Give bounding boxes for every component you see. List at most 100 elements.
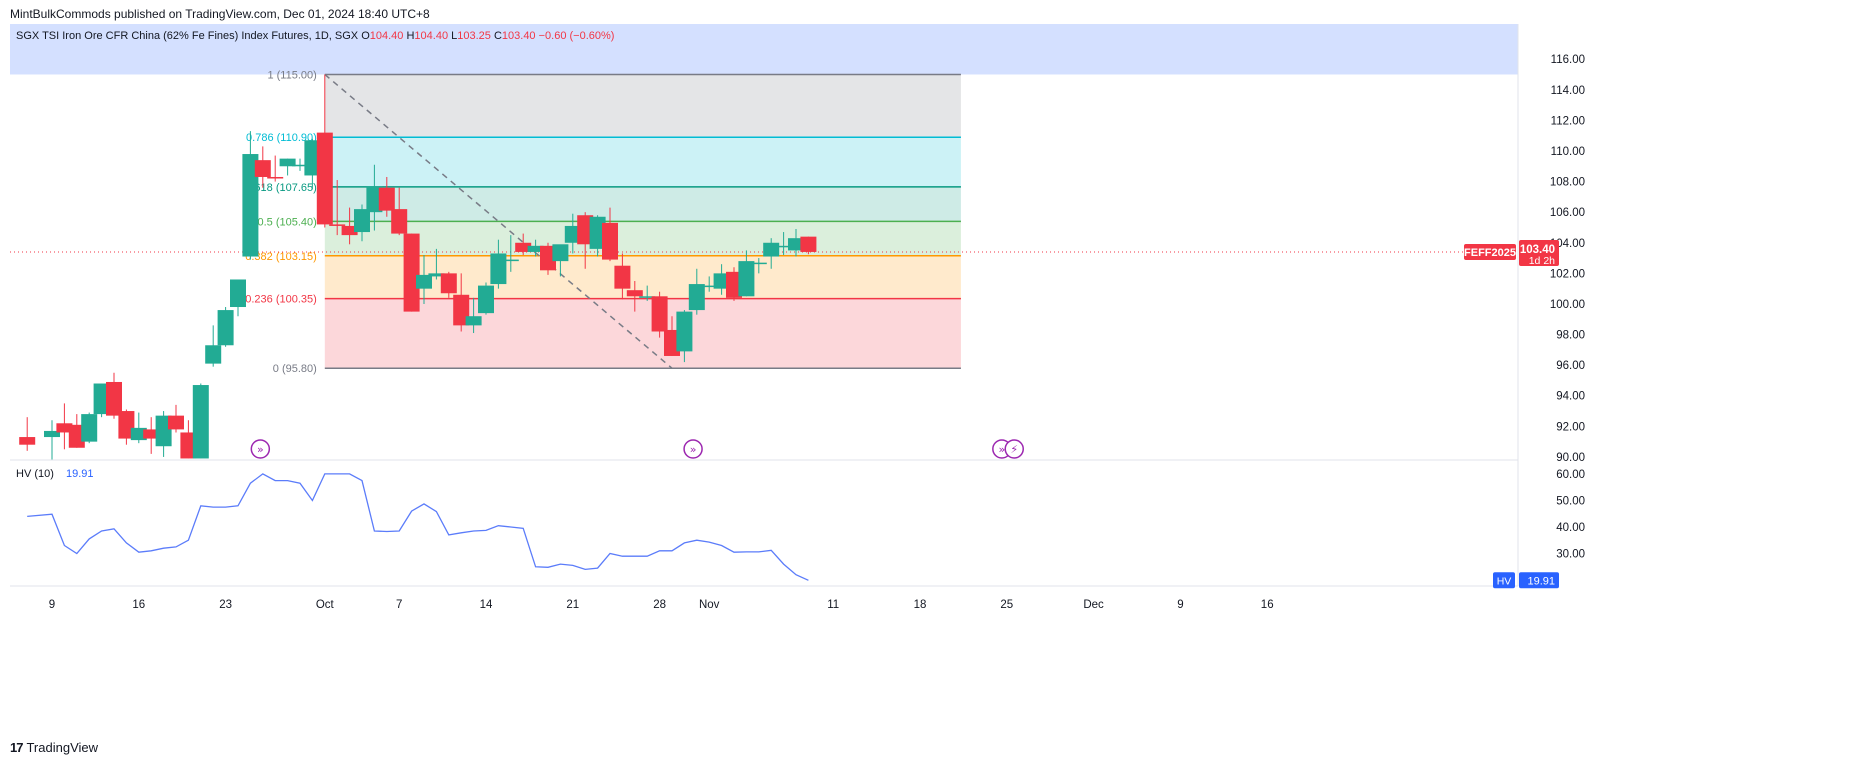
candle: [763, 238, 780, 269]
candle: [329, 180, 346, 236]
price-tick-label: 106.00: [1550, 207, 1585, 219]
candle: [478, 282, 494, 315]
hv-value-badge-bg: [1519, 572, 1559, 589]
candle-body: [502, 259, 519, 262]
candle-body: [403, 233, 420, 312]
candle: [651, 291, 668, 338]
fib-zone: [324, 186, 961, 222]
candle-body: [329, 224, 346, 226]
price-tick-label: 98.00: [1556, 330, 1585, 342]
candle-body: [490, 253, 507, 285]
hv-tick-label: 40.00: [1556, 522, 1585, 534]
time-tick-label: 16: [132, 599, 145, 611]
time-tick-label: Nov: [699, 599, 720, 611]
candle: [205, 325, 222, 367]
fib-label-0.786: 0.786 (110.90): [246, 132, 317, 144]
candle-body: [106, 381, 122, 416]
candle: [564, 213, 581, 254]
legend-part: L: [451, 30, 457, 42]
candle: [44, 420, 60, 460]
price-tick-label: 90.00: [1556, 452, 1585, 464]
candle-body: [577, 215, 594, 245]
candle-body: [564, 225, 581, 243]
candle-body: [378, 187, 395, 211]
legend-part: 103.25: [457, 30, 494, 42]
candle-body: [242, 154, 259, 257]
candle-body: [130, 427, 147, 441]
price-tick-label: 94.00: [1556, 391, 1585, 403]
price-tick-label: 96.00: [1556, 360, 1585, 372]
legend-part: O: [361, 30, 370, 42]
chart-title-legend: SGX TSI Iron Ore CFR China (62% Fe Fines…: [16, 30, 614, 42]
published-header: MintBulkCommods published on TradingView…: [10, 7, 430, 21]
event-marker-icon[interactable]: »: [250, 439, 271, 459]
legend-part: C: [494, 30, 502, 42]
time-tick-label: 16: [1261, 599, 1274, 611]
candle: [453, 273, 470, 332]
last-price-badge-bg: [1519, 239, 1559, 266]
candle: [589, 215, 606, 257]
candle-body: [192, 385, 209, 459]
event-marker-glyph: »: [998, 443, 1005, 456]
candle-body: [788, 238, 804, 251]
hv-line: [27, 473, 809, 581]
candle: [465, 297, 482, 334]
candle-body: [800, 236, 817, 252]
candle-body: [341, 225, 358, 236]
time-tick-label: 7: [396, 599, 402, 611]
axes: 116.00 114.00 112.00 110.00 108.00 106.00 104.…: [10, 24, 1585, 611]
candle: [93, 383, 110, 418]
fib-zone: [324, 74, 961, 138]
candle: [366, 164, 383, 231]
candle-body: [93, 383, 110, 415]
candle: [527, 239, 544, 257]
tradingview-footer[interactable]: 17 TradingView: [10, 740, 98, 755]
symbol-badge-bg: [1464, 243, 1516, 260]
event-marker-glyph: »: [257, 443, 264, 456]
event-marker-icon[interactable]: »: [683, 439, 703, 459]
candle: [788, 228, 804, 257]
candle: [502, 235, 519, 272]
price-pane[interactable]: 1 (115.00)0.786 (110.90)0.618 (107.65)0.…: [10, 24, 1518, 460]
time-tick-label: 11: [827, 599, 839, 611]
event-marker-circle: [250, 439, 271, 459]
hv-legend-label: HV (10): [16, 468, 54, 480]
hv-tick-label: 60.00: [1556, 469, 1585, 481]
candle-body: [701, 285, 718, 288]
candle-body: [688, 284, 705, 311]
candle: [217, 307, 234, 347]
symbol-badge: FEFF2025: [1464, 247, 1516, 259]
candle-body: [713, 273, 730, 289]
candle-body: [428, 273, 445, 277]
candle: [750, 258, 767, 274]
price-tick-label: 92.00: [1556, 421, 1585, 433]
fib-label-0.236: 0.236 (100.35): [245, 294, 317, 306]
candle: [354, 204, 370, 242]
candle-body: [279, 158, 296, 167]
candle-body: [254, 160, 271, 177]
hv-tick-label: 30.00: [1556, 549, 1585, 561]
hv-badge-bg: [1493, 572, 1515, 589]
candle: [775, 232, 792, 256]
hv-pane[interactable]: HV (10) 19.91: [16, 468, 809, 581]
candle-body: [478, 285, 494, 314]
candle-body: [230, 279, 246, 308]
candle: [267, 155, 284, 182]
event-marker-icon[interactable]: ⚡: [1004, 439, 1024, 459]
legend-part: 104.40: [414, 30, 451, 42]
candle-body: [44, 430, 60, 438]
fib-label-0.5: 0.5 (105.40): [257, 216, 316, 228]
time-tick-label: 14: [480, 599, 493, 611]
price-tick-label: 102.00: [1550, 268, 1585, 280]
candle-body: [391, 209, 408, 234]
candle: [614, 253, 631, 300]
price-tick-label: 110.00: [1551, 146, 1585, 158]
legend-part: 104.40: [370, 30, 407, 42]
event-marker-circle: [1004, 439, 1024, 459]
time-tick-label: 9: [1177, 599, 1183, 611]
candle: [440, 271, 457, 298]
candle-body: [527, 245, 544, 252]
candle: [416, 255, 432, 304]
candle: [279, 158, 296, 176]
